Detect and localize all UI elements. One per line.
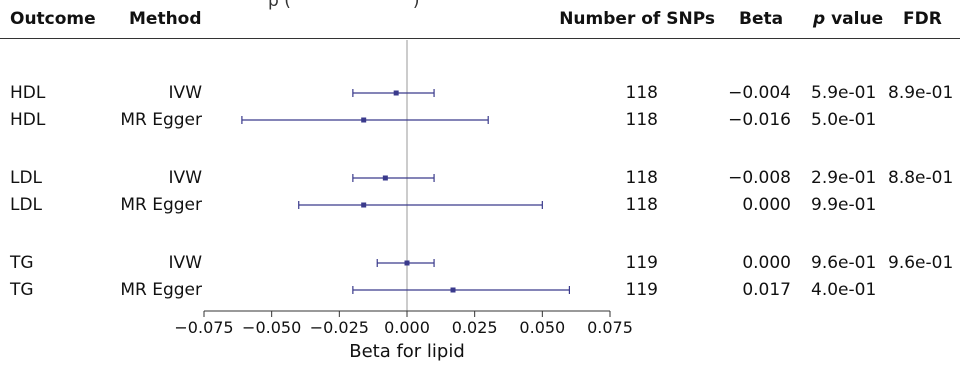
row-1-p: 5.0e-01 [811,110,877,130]
x-tick-label: 0.025 [452,318,498,337]
x-tick-label: 0.075 [587,318,633,337]
row-0-p: 5.9e-01 [811,83,877,103]
row-3-p: 9.9e-01 [811,195,877,215]
row-4-method: IVW [168,253,202,273]
point-estimate [382,175,388,181]
forest-marks-layer [241,89,571,294]
x-tick-label: 0.050 [519,318,565,337]
header-divider [0,38,960,39]
row-1-beta: −0.016 [728,110,791,130]
row-4-p: 9.6e-01 [811,253,877,273]
row-2-nsnps: 118 [625,168,658,188]
row-5-method: MR Egger [120,280,202,300]
x-axis-title: Beta for lipid [349,341,465,362]
row-0-beta: −0.004 [728,83,791,103]
header-outcome: Outcome [10,9,96,29]
row-5-outcome: TG [10,280,34,300]
header-top-fragment-open: p ( [268,0,291,11]
x-tick-label: −0.050 [242,318,301,337]
row-3-nsnps: 118 [625,195,658,215]
row-3-outcome: LDL [10,195,43,215]
row-2-outcome: LDL [10,168,43,188]
header-p-rest: value [825,9,884,29]
point-estimate [450,287,456,293]
header-beta: Beta [739,9,784,29]
header-p-italic: p [813,9,826,29]
row-2-method: IVW [168,168,202,188]
point-estimate [361,117,367,123]
row-4-fdr: 9.6e-01 [888,253,954,273]
header-nsnps: Number of SNPs [559,9,715,29]
row-5-p: 4.0e-01 [811,280,877,300]
row-2-p: 2.9e-01 [811,168,877,188]
x-tick-label: 0.000 [384,318,430,337]
row-0-fdr: 8.9e-01 [888,83,954,103]
row-2-beta: −0.008 [728,168,791,188]
row-2-fdr: 8.8e-01 [888,168,954,188]
x-tick-label: −0.025 [310,318,369,337]
row-4-outcome: TG [10,253,34,273]
point-estimate [361,202,367,208]
point-estimate [393,90,399,96]
header-p-value: p value [813,9,883,29]
row-1-method: MR Egger [120,110,202,130]
row-5-nsnps: 119 [625,280,658,300]
point-estimate [404,260,410,266]
row-0-nsnps: 118 [625,83,658,103]
row-1-nsnps: 118 [625,110,658,130]
row-3-beta: 0.000 [742,195,791,215]
header-top-fragment-close: ) [412,0,420,11]
row-4-beta: 0.000 [742,253,791,273]
row-1-outcome: HDL [10,110,46,130]
header-fdr: FDR [903,9,942,29]
header-top-fragment: p () [268,0,419,11]
row-0-method: IVW [168,83,202,103]
row-0-outcome: HDL [10,83,46,103]
x-axis: −0.075 −0.050 −0.025 0.000 0.025 0.050 0.075 [174,310,633,337]
row-4-nsnps: 119 [625,253,658,273]
row-3-method: MR Egger [120,195,202,215]
x-tick-label: −0.075 [174,318,233,337]
row-5-beta: 0.017 [742,280,791,300]
header-method: Method [129,9,202,29]
